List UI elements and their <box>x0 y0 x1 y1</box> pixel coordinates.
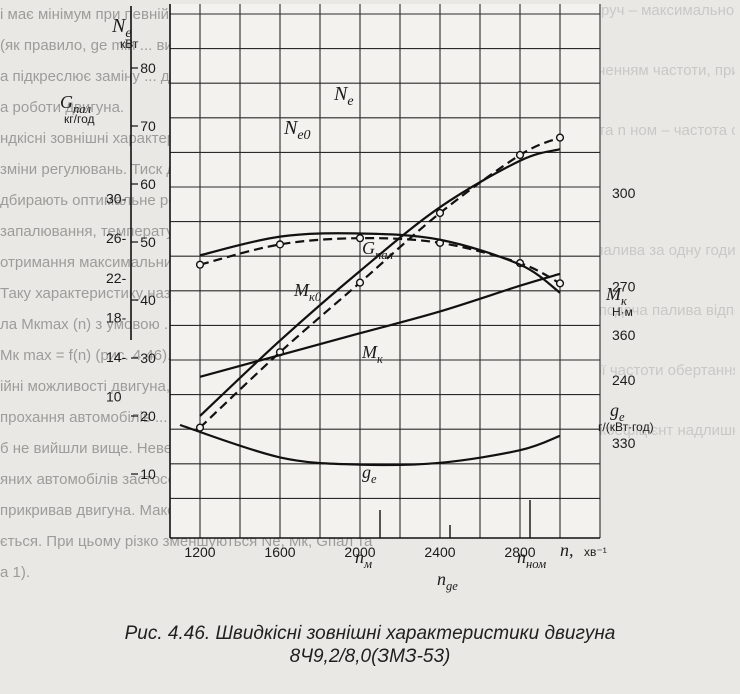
background-text-right-line: праворуч – максимальною робочою частотою… <box>560 2 735 19</box>
n-tick-label: 2800 <box>504 544 535 560</box>
series-line-0 <box>199 148 561 417</box>
chart-axes <box>130 4 600 539</box>
mk-axis-title: Mк <box>605 284 627 308</box>
gpal-tick-label: 14- <box>106 349 127 365</box>
n-axis-title: n, <box>560 540 574 560</box>
background-text-right-line: ікова подача палива відповідна максимуму <box>560 302 735 319</box>
ne-tick-label: 50 <box>140 234 156 250</box>
caption-line-2: 8Ч9,2/8,0(ЗМЗ-53) <box>289 646 451 667</box>
background-text-right-line: зі значенням частоти, при якій двигун, с… <box>560 62 735 79</box>
ne-tick-label: 10 <box>140 466 156 482</box>
ge-axis-title: ge <box>610 400 625 424</box>
gpal-tick-label: 10 <box>106 389 122 405</box>
gpal-tick-label: 22- <box>106 270 127 286</box>
caption-line-1: Рис. 4.46. Швидкісні зовнішні характерис… <box>124 623 616 644</box>
gpal-tick-label: 18- <box>106 309 127 325</box>
series-line-2 <box>199 272 561 378</box>
ne-tick-label: 40 <box>140 292 156 308</box>
ge-tick-label: 330 <box>612 435 636 451</box>
background-text-right-line: ічних коефіцієнт надлишку повітря <box>560 422 735 439</box>
n-nom-label: nном <box>517 547 546 571</box>
n-axis-unit: хв⁻¹ <box>584 545 607 559</box>
series-point <box>355 278 365 287</box>
ne-axis-title: Ne <box>111 15 132 41</box>
n-ge-label: nge <box>437 569 458 593</box>
ge-axis-unit: г/(кВт·год) <box>598 420 654 434</box>
mk-tick-label: 240 <box>612 372 636 388</box>
plot-background <box>170 4 600 538</box>
series-point <box>515 150 525 160</box>
mk0-curve-label: Mк0 <box>293 280 322 304</box>
n-m-label: nм <box>355 547 372 571</box>
gpal-tick-label: 30- <box>106 191 127 207</box>
series-point <box>275 240 285 249</box>
n-tick-label: 2000 <box>344 544 375 560</box>
ne-tick-label: 70 <box>140 118 156 134</box>
gpal-axis-unit: кг/год <box>64 112 95 126</box>
series-point <box>435 208 445 218</box>
mk-axis-unit: Н·м <box>612 305 633 319</box>
mk-tick-label: 270 <box>612 278 636 294</box>
ne-tick-label: 30 <box>140 350 156 366</box>
series-point <box>355 234 365 243</box>
background-text-line: а роботи двигуна. <box>0 99 125 116</box>
ge-curve-label: ge <box>362 462 377 486</box>
chart-grid <box>170 4 601 538</box>
series-point <box>195 260 205 269</box>
ne-curve-label: Ne <box>333 83 354 109</box>
ne-tick-label: 80 <box>140 60 156 76</box>
ne0-curve-label: Ne0 <box>283 117 311 143</box>
series-line-4 <box>199 232 561 294</box>
background-text-line: а 1). <box>0 564 31 581</box>
background-text-right-line: пата палива за одну годину на одиницю по… <box>560 242 735 259</box>
figure-caption: Рис. 4.46. Швидкісні зовнішні характерис… <box>0 622 740 668</box>
gpal-axis-title: Gпал <box>60 92 92 116</box>
background-text-right-line: альної частоти обертання колінчастого ва… <box>560 362 735 379</box>
gpal-tick-label: 26- <box>106 230 127 246</box>
chart-curves <box>179 133 565 467</box>
ge-tick-label: 360 <box>612 327 636 343</box>
mk-tick-label: 300 <box>612 185 636 201</box>
ne-tick-label: 20 <box>140 408 156 424</box>
background-text-right-line: частота n ном – частота обертання, що ві… <box>560 122 735 139</box>
mk-curve-label: Mк <box>361 342 383 366</box>
series-point <box>555 279 565 288</box>
ne-axis-unit: кВт <box>120 37 139 51</box>
gpal-curve-label: Gпал <box>362 238 394 262</box>
ne-tick-label: 60 <box>140 176 156 192</box>
series-point <box>555 133 565 142</box>
n-tick-label: 2400 <box>424 544 455 560</box>
n-tick-label: 1200 <box>184 544 215 560</box>
series-line-5 <box>179 423 561 467</box>
n-tick-label: 1600 <box>264 544 295 560</box>
